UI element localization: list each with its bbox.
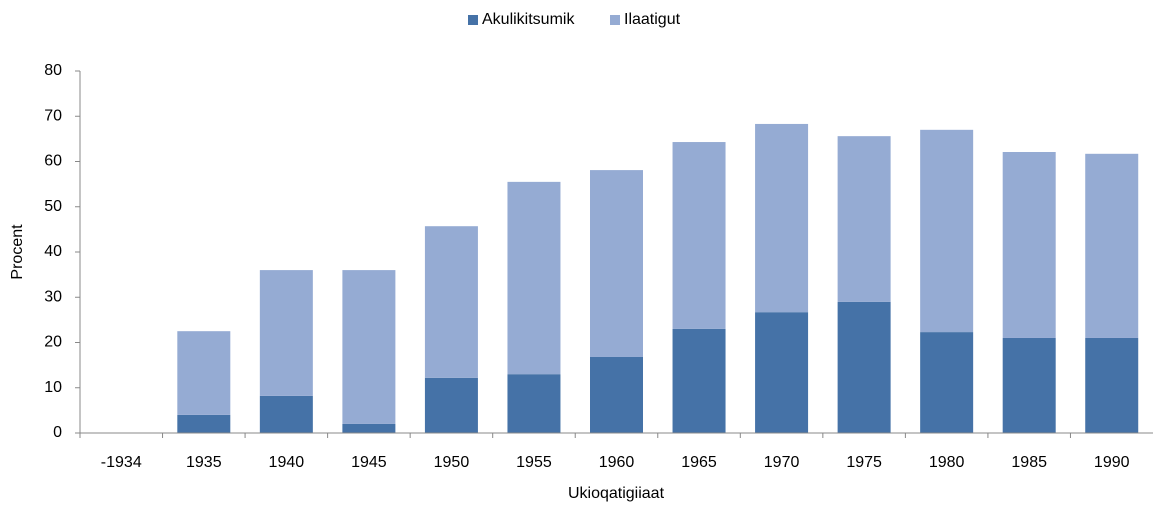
y-tick-label: 80: [44, 62, 62, 79]
bar-segment: [259, 395, 313, 433]
x-tick-label: -1934: [101, 454, 142, 471]
x-tick-label: 1945: [351, 454, 387, 471]
bar-segment: [920, 129, 974, 333]
x-tick-label: 1950: [434, 454, 470, 471]
bar-segment: [507, 181, 561, 375]
bar-segment: [177, 414, 231, 433]
x-tick-label: 1980: [929, 454, 965, 471]
bar-segment: [1002, 151, 1056, 338]
bar-segment: [755, 123, 809, 313]
legend-swatch: [610, 15, 620, 25]
bar-segment: [424, 377, 478, 433]
bar-segment: [342, 423, 396, 433]
bar-segment: [672, 142, 726, 329]
bar-segment: [424, 226, 478, 378]
x-tick-label: 1970: [764, 454, 800, 471]
x-tick-label: 1960: [599, 454, 635, 471]
y-tick-label: 0: [53, 424, 62, 441]
x-tick-label: 1940: [269, 454, 305, 471]
x-tick-label: 1955: [516, 454, 552, 471]
bar-segment: [1002, 337, 1056, 433]
legend-swatch: [468, 15, 478, 25]
bar-segment: [507, 374, 561, 433]
x-tick-label: 1965: [681, 454, 717, 471]
y-axis-title: Procent: [9, 224, 26, 280]
x-tick-label: 1985: [1011, 454, 1047, 471]
y-tick-label: 40: [44, 243, 62, 260]
bar-segment: [259, 270, 313, 396]
y-tick-label: 30: [44, 288, 62, 305]
y-tick-label: 10: [44, 379, 62, 396]
y-tick-label: 50: [44, 198, 62, 215]
x-axis-title: Ukioqatigiiaat: [568, 485, 665, 502]
bar-segment: [837, 136, 891, 302]
bar-segment: [1085, 337, 1139, 433]
legend-label: Akulikitsumik: [482, 11, 575, 28]
bar-segment: [755, 312, 809, 433]
bar-segment: [342, 270, 396, 424]
bar-segment: [590, 356, 643, 433]
x-tick-label: 1990: [1094, 454, 1130, 471]
bar-segment: [590, 170, 643, 357]
legend-label: Ilaatigut: [624, 11, 681, 28]
bar-segment: [920, 332, 974, 433]
bar-segment: [837, 301, 891, 433]
bar-segment: [177, 331, 231, 415]
x-tick-label: 1975: [846, 454, 882, 471]
y-tick-label: 60: [44, 153, 62, 170]
x-tick-label: 1935: [186, 454, 222, 471]
bar-segment: [1085, 153, 1139, 338]
y-tick-label: 20: [44, 334, 62, 351]
y-tick-label: 70: [44, 107, 62, 124]
bar-segment: [672, 328, 726, 433]
